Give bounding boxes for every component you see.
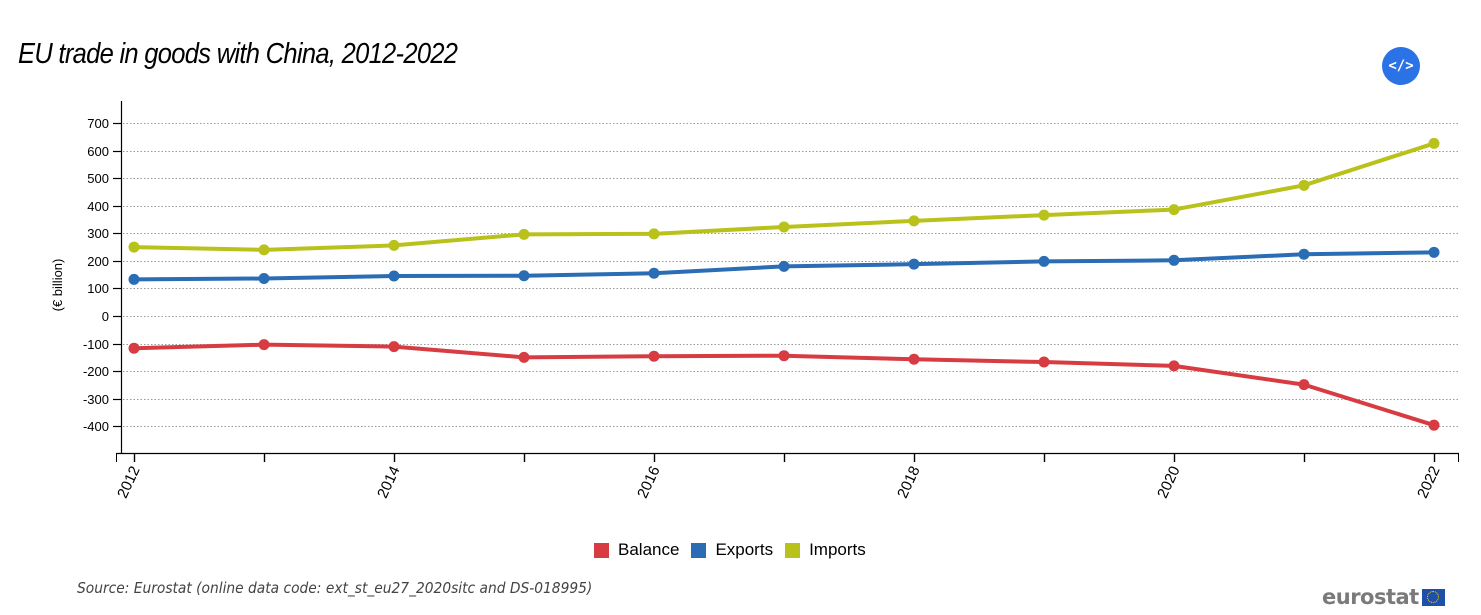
y-tick-label: -100 <box>83 337 109 352</box>
series-exports <box>128 246 1440 285</box>
data-point-imports <box>258 244 270 256</box>
y-tick-label: 0 <box>102 309 109 324</box>
data-point-exports <box>648 267 660 279</box>
x-tick-label: 2020 <box>1154 464 1184 501</box>
data-point-exports <box>908 258 920 270</box>
x-axis: 2012 2014 2016 2018 2020 2022 <box>114 452 1459 501</box>
series-imports <box>128 137 1440 256</box>
embed-code-button[interactable]: </> <box>1382 47 1420 85</box>
legend-label-imports: Imports <box>809 540 866 559</box>
data-point-balance <box>128 342 140 354</box>
data-point-balance <box>258 339 270 351</box>
data-point-exports <box>1298 248 1310 260</box>
data-point-imports <box>908 215 920 227</box>
data-point-exports <box>388 270 400 282</box>
data-point-exports <box>518 270 530 282</box>
data-point-balance <box>648 350 660 362</box>
data-point-imports <box>518 228 530 240</box>
data-point-balance <box>778 350 790 362</box>
source-note: Source: Eurostat (online data code: ext_… <box>77 579 593 597</box>
chart-title: EU trade in goods with China, 2012-2022 <box>18 38 458 70</box>
gridlines <box>123 123 1459 427</box>
y-tick-label: 600 <box>87 144 109 159</box>
data-point-balance <box>388 341 400 353</box>
x-tick-label: 2018 <box>894 464 924 501</box>
y-tick-label: -400 <box>83 419 109 434</box>
data-point-imports <box>648 228 660 240</box>
logo-text: eurostat <box>1322 585 1419 609</box>
series-line-imports <box>132 141 1436 252</box>
data-point-balance <box>908 353 920 365</box>
data-point-exports <box>1168 254 1180 266</box>
data-point-exports <box>1428 246 1440 258</box>
data-point-exports <box>1038 255 1050 267</box>
data-point-imports <box>388 239 400 251</box>
data-point-imports <box>1168 204 1180 216</box>
data-point-imports <box>128 241 140 253</box>
data-point-exports <box>128 273 140 285</box>
data-point-imports <box>1298 179 1310 191</box>
y-axis: 700 600 500 400 300 200 100 0 -100 -200 -300 -400 <box>83 101 123 453</box>
y-tick-label: -300 <box>83 392 109 407</box>
data-point-balance <box>1168 360 1180 372</box>
x-tick-label: 2014 <box>374 464 404 501</box>
y-axis-label: (€ billion) <box>50 259 65 312</box>
data-point-exports <box>778 260 790 272</box>
x-tick-label: 2022 <box>1414 464 1444 501</box>
series-balance <box>128 339 1440 431</box>
legend-swatch-exports <box>691 542 707 558</box>
legend-item-balance[interactable]: Balance <box>594 540 679 560</box>
eu-flag-icon <box>1421 588 1445 606</box>
x-tick-label: 2016 <box>634 464 664 501</box>
data-point-balance <box>1298 379 1310 391</box>
data-point-balance <box>1428 419 1440 431</box>
y-tick-label: 700 <box>87 116 109 131</box>
y-tick-label: 400 <box>87 199 109 214</box>
x-tick-label: 2012 <box>114 464 144 501</box>
legend-item-exports[interactable]: Exports <box>691 540 773 560</box>
legend-label-exports: Exports <box>715 540 774 559</box>
y-tick-label: 200 <box>87 254 109 269</box>
legend: Balance Exports Imports <box>594 540 878 560</box>
y-tick-label: 300 <box>87 226 109 241</box>
data-point-balance <box>518 351 530 363</box>
code-icon: </> <box>1388 58 1414 74</box>
data-point-exports <box>258 273 270 285</box>
series-group <box>128 137 1440 431</box>
data-point-imports <box>1428 137 1440 149</box>
legend-item-imports[interactable]: Imports <box>785 540 866 560</box>
legend-swatch-imports <box>785 542 801 558</box>
legend-swatch-balance <box>594 542 609 558</box>
y-tick-label: 100 <box>87 281 109 296</box>
y-tick-label: 500 <box>87 171 109 186</box>
eurostat-logo: eurostat <box>1322 585 1445 609</box>
data-point-balance <box>1038 356 1050 368</box>
data-point-imports <box>778 221 790 233</box>
legend-label-balance: Balance <box>618 540 680 559</box>
y-tick-label: -200 <box>83 364 109 379</box>
data-point-imports <box>1038 209 1050 221</box>
